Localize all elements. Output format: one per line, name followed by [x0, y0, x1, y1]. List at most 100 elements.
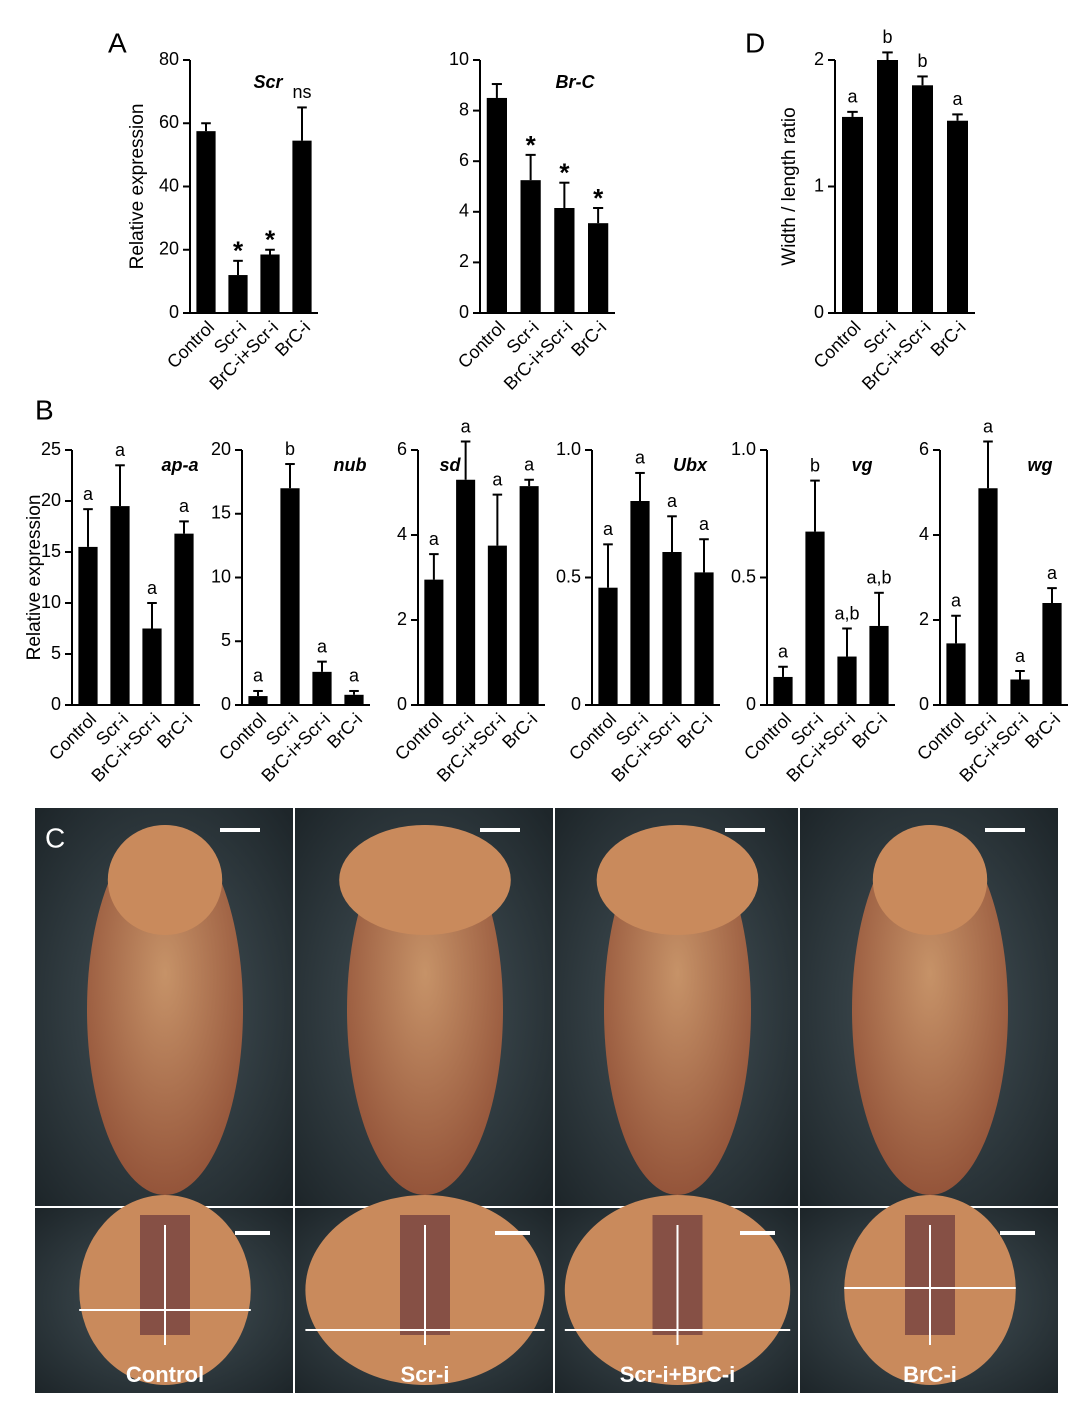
- significance-label: *: [233, 236, 244, 266]
- significance-label: a: [147, 578, 158, 598]
- significance-label: ns: [292, 82, 311, 102]
- y-tick-label: 4: [459, 201, 469, 221]
- y-tick-label: 1.0: [731, 439, 756, 459]
- chart-title: vg: [851, 455, 872, 475]
- y-tick-label: 15: [41, 541, 61, 561]
- significance-label: a: [778, 642, 789, 662]
- y-tick-label: 0: [814, 302, 824, 322]
- significance-label: a: [461, 416, 472, 436]
- y-tick-label: 10: [449, 49, 469, 69]
- bar: [946, 643, 966, 705]
- y-tick-label: 4: [919, 524, 929, 544]
- x-tick-label: BrC-i: [1021, 709, 1064, 752]
- y-tick-label: 0: [571, 694, 581, 714]
- bar: [196, 131, 216, 313]
- chart-title: Scr: [253, 72, 283, 92]
- bar: [554, 208, 575, 313]
- y-tick-label: 20: [41, 490, 61, 510]
- significance-label: a: [83, 484, 94, 504]
- bar: [519, 486, 539, 705]
- bar: [260, 254, 280, 313]
- y-tick-label: 8: [459, 99, 469, 119]
- panel-letter: D: [745, 27, 765, 58]
- x-tick-label: Control: [45, 709, 100, 764]
- x-tick-label: Control: [454, 317, 509, 372]
- bar: [947, 120, 968, 313]
- bar: [805, 531, 825, 705]
- y-tick-label: 25: [41, 439, 61, 459]
- significance-label: a: [115, 440, 126, 460]
- significance-label: a: [952, 89, 963, 109]
- x-tick-label: BrC-i: [271, 317, 314, 360]
- y-tick-label: 0: [221, 694, 231, 714]
- x-tick-label: Control: [810, 317, 865, 372]
- chart-title: Br-C: [556, 72, 596, 92]
- bar: [312, 671, 332, 705]
- y-tick-label: 2: [919, 609, 929, 629]
- chart-title: nub: [334, 455, 367, 475]
- bar: [630, 501, 650, 705]
- y-tick-label: 0: [459, 302, 469, 322]
- y-tick-label: 0.5: [556, 566, 581, 586]
- significance-label: a: [951, 591, 962, 611]
- significance-label: a: [524, 455, 535, 475]
- bar: [228, 275, 248, 313]
- x-tick-label: Control: [913, 709, 968, 764]
- y-tick-label: 40: [159, 175, 179, 195]
- bar: [456, 479, 476, 705]
- y-tick-label: 0: [746, 694, 756, 714]
- y-tick-label: 2: [459, 251, 469, 271]
- chart-title: ap-a: [161, 455, 198, 475]
- panel-letter: C: [45, 822, 65, 853]
- bar: [912, 85, 933, 313]
- y-tick-label: 6: [397, 439, 407, 459]
- y-axis-label: Relative expression: [127, 104, 148, 270]
- panel-letter: B: [35, 394, 54, 425]
- y-tick-label: 2: [397, 609, 407, 629]
- y-tick-label: 60: [159, 112, 179, 132]
- bar: [520, 180, 541, 313]
- significance-label: a: [179, 496, 190, 516]
- significance-label: b: [882, 27, 892, 47]
- insect-pronotum: [596, 825, 759, 935]
- y-tick-label: 10: [41, 592, 61, 612]
- y-tick-label: 20: [211, 439, 231, 459]
- significance-label: a: [1047, 563, 1058, 583]
- bar: [598, 587, 618, 705]
- x-tick-label: BrC-i: [848, 709, 891, 752]
- significance-label: a: [429, 529, 440, 549]
- y-tick-label: 20: [159, 239, 179, 259]
- x-tick-label: BrC-i: [673, 709, 716, 752]
- bar: [694, 572, 714, 705]
- significance-label: a: [699, 514, 710, 534]
- x-tick-label: Control: [565, 709, 620, 764]
- photo-label: BrC-i: [903, 1362, 957, 1387]
- significance-label: a: [635, 448, 646, 468]
- y-tick-label: 6: [459, 150, 469, 170]
- significance-label: b: [810, 455, 820, 475]
- significance-label: *: [559, 158, 570, 188]
- bar: [773, 676, 793, 705]
- significance-label: a: [349, 666, 360, 686]
- x-tick-label: BrC-i: [498, 709, 541, 752]
- bar: [1010, 679, 1030, 705]
- x-tick-label: Control: [163, 317, 218, 372]
- significance-label: a: [253, 666, 264, 686]
- bar: [78, 546, 98, 705]
- significance-label: a: [1015, 646, 1026, 666]
- bar: [486, 97, 507, 313]
- photo-panel: Control Scr-i Scr-i+BrC-i BrC-i C: [35, 808, 1058, 1393]
- photo-label: Control: [126, 1362, 204, 1387]
- significance-label: a,b: [834, 603, 859, 623]
- x-tick-label: BrC-i: [153, 709, 196, 752]
- bar: [1042, 603, 1062, 705]
- significance-label: *: [593, 183, 604, 213]
- y-axis-label: Relative expression: [24, 495, 45, 661]
- x-tick-label: BrC-i: [927, 317, 970, 360]
- insect-pronotum: [339, 825, 511, 935]
- y-tick-label: 1: [814, 175, 824, 195]
- y-axis-label: Width / length ratio: [779, 107, 800, 265]
- significance-label: a: [667, 491, 678, 511]
- bar: [978, 488, 998, 705]
